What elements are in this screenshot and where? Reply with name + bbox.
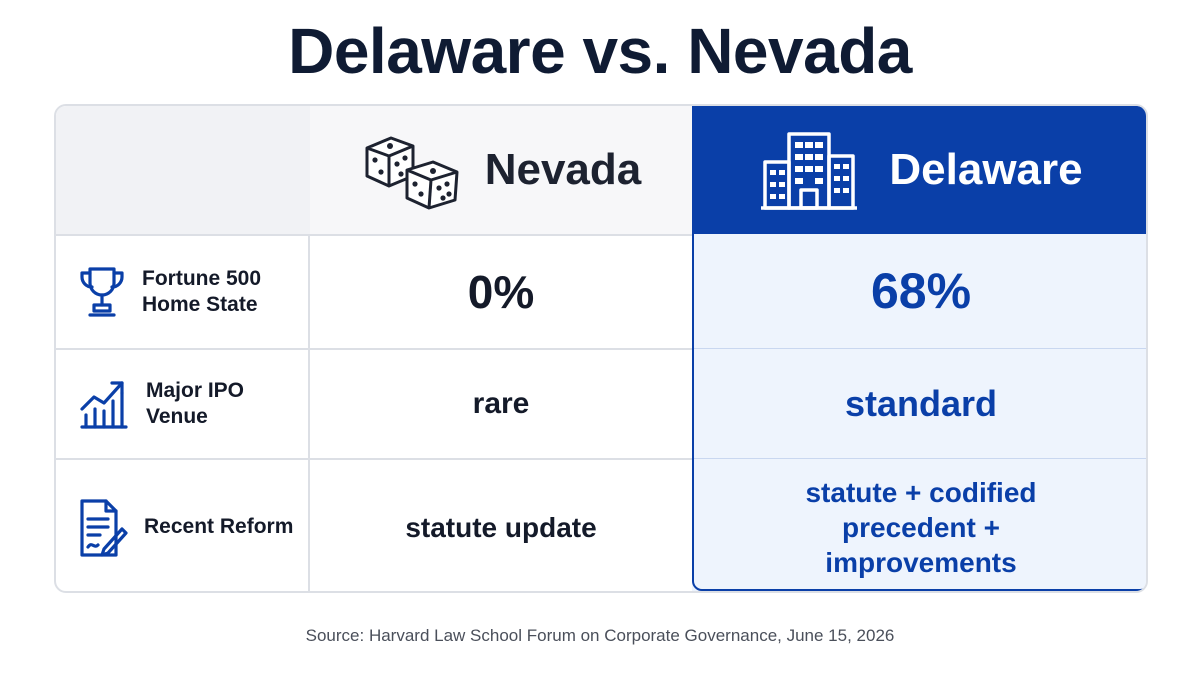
delaware-recent-reform-value: statute + codified precedent + improveme… — [692, 458, 1146, 591]
nevada-ipo-venue-value: rare — [310, 348, 692, 458]
value-text: rare — [472, 387, 530, 420]
value-text: 68% — [870, 263, 972, 319]
row-label-recent-reform: Recent Reform — [56, 458, 310, 591]
value-text: 0% — [467, 266, 535, 318]
trophy-icon — [78, 265, 126, 319]
delaware-ipo-venue-value: standard — [692, 348, 1146, 458]
value-text: statute update — [405, 511, 597, 543]
row-label-text: Fortune 500 Home State — [142, 266, 262, 316]
value-text: statute + codified precedent + improveme… — [805, 476, 1037, 578]
row-label-fortune-500: Fortune 500 Home State — [56, 234, 310, 348]
dice-icon — [361, 130, 461, 210]
office-buildings-icon — [759, 128, 859, 212]
header-delaware: Delaware — [692, 106, 1146, 234]
value-text: standard — [844, 382, 998, 424]
row-label-text: Recent Reform — [144, 515, 294, 539]
header-empty-cell — [56, 106, 310, 234]
row-label-text: Major IPO Venue — [146, 378, 245, 428]
growth-chart-icon — [78, 377, 130, 431]
header-nevada: Nevada — [310, 106, 692, 234]
row-label-ipo-venue: Major IPO Venue — [56, 348, 310, 458]
nevada-recent-reform-value: statute update — [310, 458, 692, 591]
document-pen-icon — [78, 497, 128, 559]
nevada-header-label: Nevada — [484, 145, 642, 194]
nevada-fortune-500-value: 0% — [310, 234, 692, 348]
page-title: Delaware vs. Nevada — [288, 15, 912, 87]
comparison-table: Nevada — [54, 104, 1148, 593]
delaware-fortune-500-value: 68% — [692, 234, 1146, 348]
source-caption: Source: Harvard Law School Forum on Corp… — [305, 626, 895, 645]
delaware-header-label: Delaware — [889, 145, 1083, 194]
